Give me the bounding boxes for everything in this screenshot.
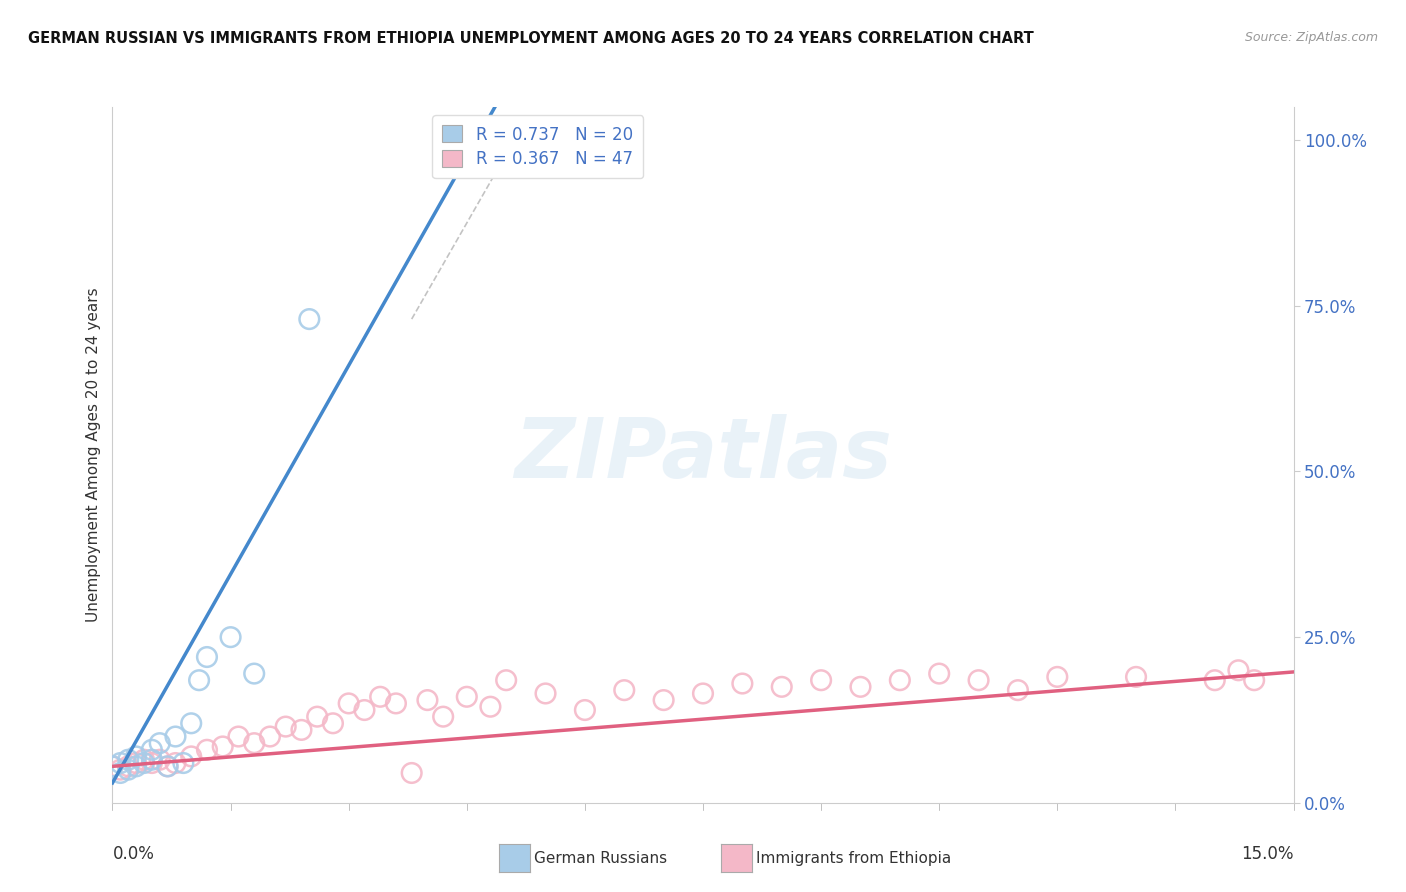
Point [156,759,179,773]
Point [180,749,202,764]
Point [1227,663,1250,677]
Point [1046,670,1069,684]
Point [110,763,132,777]
Point [132,756,155,770]
Point [1125,670,1147,684]
Point [322,716,344,731]
Point [1204,673,1226,688]
Point [298,312,321,326]
Text: ZIPatlas: ZIPatlas [515,415,891,495]
Text: Immigrants from Ethiopia: Immigrants from Ethiopia [756,851,952,865]
Point [188,673,211,688]
Point [770,680,793,694]
Point [416,693,439,707]
Point [692,686,714,700]
Point [180,716,202,731]
Point [731,676,754,690]
Point [211,739,233,754]
Point [141,753,163,767]
Point [125,759,148,773]
Point [967,673,990,688]
Point [652,693,675,707]
Point [149,753,172,767]
Point [353,703,375,717]
Point [149,736,172,750]
Point [534,686,557,700]
Point [141,756,163,770]
Point [195,650,218,665]
Point [495,673,517,688]
Text: German Russians: German Russians [534,851,668,865]
Point [141,743,163,757]
Point [101,759,124,773]
Point [456,690,478,704]
Point [259,730,281,744]
Point [401,766,423,780]
Point [432,709,454,723]
Point [132,753,155,767]
Point [156,759,179,773]
Text: 15.0%: 15.0% [1241,845,1294,863]
Text: 0.0%: 0.0% [112,845,155,863]
Point [307,709,329,723]
Point [290,723,312,737]
Point [117,763,139,777]
Point [228,730,250,744]
Point [117,753,139,767]
Point [110,766,132,780]
Point [125,756,148,770]
Point [165,730,187,744]
Point [1007,683,1029,698]
Legend: R = 0.737   N = 20, R = 0.367   N = 47: R = 0.737 N = 20, R = 0.367 N = 47 [433,115,643,178]
Point [574,703,596,717]
Point [165,756,187,770]
Point [928,666,950,681]
Point [479,699,502,714]
Text: GERMAN RUSSIAN VS IMMIGRANTS FROM ETHIOPIA UNEMPLOYMENT AMONG AGES 20 TO 24 YEAR: GERMAN RUSSIAN VS IMMIGRANTS FROM ETHIOP… [28,31,1033,46]
Point [243,736,266,750]
Point [117,759,139,773]
Point [219,630,242,644]
Y-axis label: Unemployment Among Ages 20 to 24 years: Unemployment Among Ages 20 to 24 years [86,287,101,623]
Point [101,759,124,773]
Point [110,756,132,770]
Point [368,690,391,704]
Point [125,749,148,764]
Point [810,673,832,688]
Point [243,666,266,681]
Point [195,743,218,757]
Point [849,680,872,694]
Point [337,697,360,711]
Text: Source: ZipAtlas.com: Source: ZipAtlas.com [1244,31,1378,45]
Point [274,720,297,734]
Point [613,683,636,698]
Point [1243,673,1265,688]
Point [385,697,408,711]
Point [172,756,194,770]
Point [889,673,911,688]
